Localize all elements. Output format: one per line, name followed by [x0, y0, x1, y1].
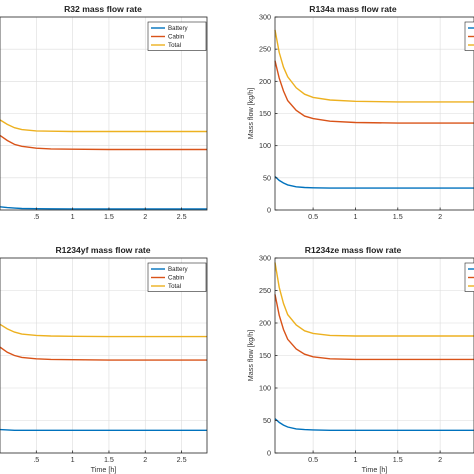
x-tick-label: 2 [438, 455, 442, 464]
x-tick-label: 1 [353, 455, 357, 464]
y-tick-label: 150 [259, 109, 271, 118]
series-line-1 [274, 60, 474, 124]
axes-frame [0, 16, 208, 211]
legend-label-0: Battery [168, 266, 189, 273]
legend-label-0: Battery [168, 25, 189, 32]
axes-frame [0, 257, 208, 454]
y-axis-label: Mass flow [kg/h] [246, 330, 255, 382]
y-tick-label: 150 [259, 351, 271, 360]
series-line-1 [274, 294, 474, 361]
series-line-1 [0, 346, 207, 361]
series-line-2 [0, 323, 207, 338]
y-tick-label: 200 [259, 319, 271, 328]
chart-title: R32 mass flow rate [64, 4, 142, 14]
x-tick-label: 1 [71, 212, 75, 221]
x-tick-label: 2 [143, 212, 147, 221]
chart-panel-r32: .5 1 1.5 2 2.5 R32 mass flow rate Battery Cabin… [0, 4, 208, 221]
x-tick-label: 1.5 [104, 212, 114, 221]
x-tick-label: 1 [353, 212, 357, 221]
series-line-2 [274, 29, 474, 103]
x-tick-label: .5 [33, 212, 39, 221]
y-tick-label: 300 [259, 254, 271, 263]
y-tick-label: 0 [267, 449, 271, 458]
y-tick-label: 0 [267, 206, 271, 215]
y-tick-label: 50 [263, 173, 271, 182]
chart-panel-r1234yf: .5 1 1.5 2 2.5 R1234yf mass flow rate Time [h]… [0, 245, 208, 474]
x-tick-label: 2 [438, 212, 442, 221]
x-tick-label: 2.5 [177, 455, 187, 464]
legend-label-1: Cabin [168, 275, 185, 282]
y-tick-label: 100 [259, 141, 271, 150]
legend-label-1: Cabin [168, 34, 185, 41]
chart-panel-r1234ze: 0.5 1 1.5 2 0 50 100 150 200 250 300 R1234ze mass f… [246, 245, 474, 474]
chart-title: R1234ze mass flow rate [305, 245, 402, 255]
x-tick-label: 2.5 [177, 212, 187, 221]
series-line-0 [0, 206, 207, 210]
x-tick-label: 1.5 [104, 455, 114, 464]
y-tick-label: 100 [259, 384, 271, 393]
x-tick-label: 0.5 [308, 212, 318, 221]
legend-label-2: Total [168, 42, 181, 49]
x-tick-label: 0.5 [308, 455, 318, 464]
x-axis-label: Time [h] [362, 465, 388, 474]
x-tick-label: .5 [33, 455, 39, 464]
y-tick-label: 300 [259, 13, 271, 22]
x-tick-label: 1.5 [393, 455, 403, 464]
series-line-0 [274, 175, 474, 189]
series-line-0 [274, 418, 474, 431]
chart-panel-r134a: 0.5 1 1.5 2 0 50 100 150 200 250 300 R134a mass flo… [246, 4, 474, 221]
y-tick-label: 250 [259, 45, 271, 54]
x-tick-label: 1.5 [393, 212, 403, 221]
chart-title: R1234yf mass flow rate [55, 245, 150, 255]
y-tick-label: 250 [259, 286, 271, 295]
series-line-0 [0, 428, 207, 431]
x-axis-label: Time [h] [91, 465, 117, 474]
y-tick-label: 200 [259, 77, 271, 86]
series-line-2 [0, 119, 207, 133]
series-line-2 [274, 262, 474, 337]
chart-title: R134a mass flow rate [309, 4, 397, 14]
legend-label-2: Total [168, 283, 181, 290]
x-tick-label: 1 [71, 455, 75, 464]
y-tick-label: 50 [263, 416, 271, 425]
series-line-1 [0, 134, 207, 151]
x-tick-label: 2 [143, 455, 147, 464]
y-axis-label: Mass flow [kg/h] [246, 88, 255, 140]
